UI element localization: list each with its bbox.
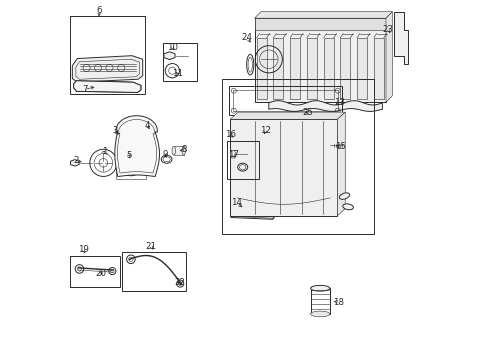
Ellipse shape	[310, 311, 329, 317]
Polygon shape	[273, 38, 283, 99]
Polygon shape	[254, 18, 385, 102]
Polygon shape	[373, 38, 383, 99]
Text: 19: 19	[78, 245, 88, 254]
Bar	[226, 141, 258, 179]
Polygon shape	[115, 116, 159, 176]
Bar	[310, 288, 329, 314]
Text: 5: 5	[126, 151, 132, 160]
Ellipse shape	[172, 147, 175, 155]
Text: 18: 18	[332, 298, 343, 307]
Text: 16: 16	[224, 130, 235, 139]
Polygon shape	[393, 12, 407, 64]
Bar	[233, 90, 338, 111]
Text: 1: 1	[102, 147, 107, 156]
Text: 25: 25	[302, 108, 313, 117]
Polygon shape	[70, 159, 79, 166]
Bar	[222, 79, 373, 234]
Bar	[70, 256, 120, 287]
Bar	[163, 43, 197, 81]
Text: 2: 2	[73, 156, 79, 165]
Polygon shape	[254, 12, 391, 18]
Text: 14: 14	[231, 198, 242, 207]
Polygon shape	[74, 81, 141, 93]
Polygon shape	[289, 38, 300, 99]
Text: 11: 11	[171, 69, 183, 78]
Text: 4: 4	[144, 121, 150, 130]
Polygon shape	[230, 119, 337, 216]
Polygon shape	[340, 38, 349, 99]
Bar	[229, 86, 341, 115]
Ellipse shape	[310, 285, 329, 291]
Text: 9: 9	[162, 150, 167, 159]
Text: 17: 17	[227, 150, 238, 159]
Polygon shape	[163, 52, 175, 59]
Text: 23: 23	[382, 25, 393, 34]
Text: 20: 20	[95, 269, 106, 278]
Text: 7: 7	[82, 85, 87, 94]
Bar	[116, 147, 145, 179]
Text: 24: 24	[242, 33, 252, 42]
Polygon shape	[323, 38, 333, 99]
Polygon shape	[321, 140, 329, 151]
Text: 15: 15	[334, 141, 345, 150]
Text: 22: 22	[174, 278, 184, 287]
Text: 12: 12	[259, 126, 270, 135]
Polygon shape	[268, 101, 382, 111]
Text: 6: 6	[96, 6, 102, 15]
Polygon shape	[230, 112, 345, 119]
Bar	[70, 17, 145, 94]
Text: 8: 8	[182, 145, 187, 154]
Polygon shape	[173, 147, 183, 155]
Polygon shape	[337, 112, 345, 216]
Text: 13: 13	[333, 98, 344, 107]
Ellipse shape	[342, 204, 353, 210]
Polygon shape	[385, 12, 391, 102]
Bar	[122, 252, 185, 292]
Text: 3: 3	[112, 126, 118, 135]
Ellipse shape	[182, 147, 185, 155]
Polygon shape	[229, 150, 236, 158]
Ellipse shape	[339, 193, 349, 199]
Polygon shape	[254, 18, 385, 30]
Polygon shape	[256, 38, 266, 99]
Text: 10: 10	[166, 42, 178, 51]
Polygon shape	[72, 56, 142, 82]
Polygon shape	[306, 38, 316, 99]
Polygon shape	[230, 207, 274, 219]
Text: 21: 21	[145, 242, 156, 251]
Polygon shape	[356, 38, 366, 99]
